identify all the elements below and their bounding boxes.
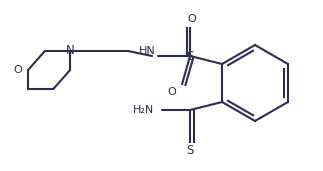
Text: O: O	[188, 14, 196, 24]
Text: S: S	[186, 49, 194, 62]
Text: H₂N: H₂N	[133, 105, 154, 115]
Text: N: N	[66, 43, 75, 56]
Text: S: S	[186, 144, 194, 157]
Text: HN: HN	[139, 46, 156, 56]
Text: O: O	[14, 65, 23, 75]
Text: O: O	[168, 87, 176, 97]
